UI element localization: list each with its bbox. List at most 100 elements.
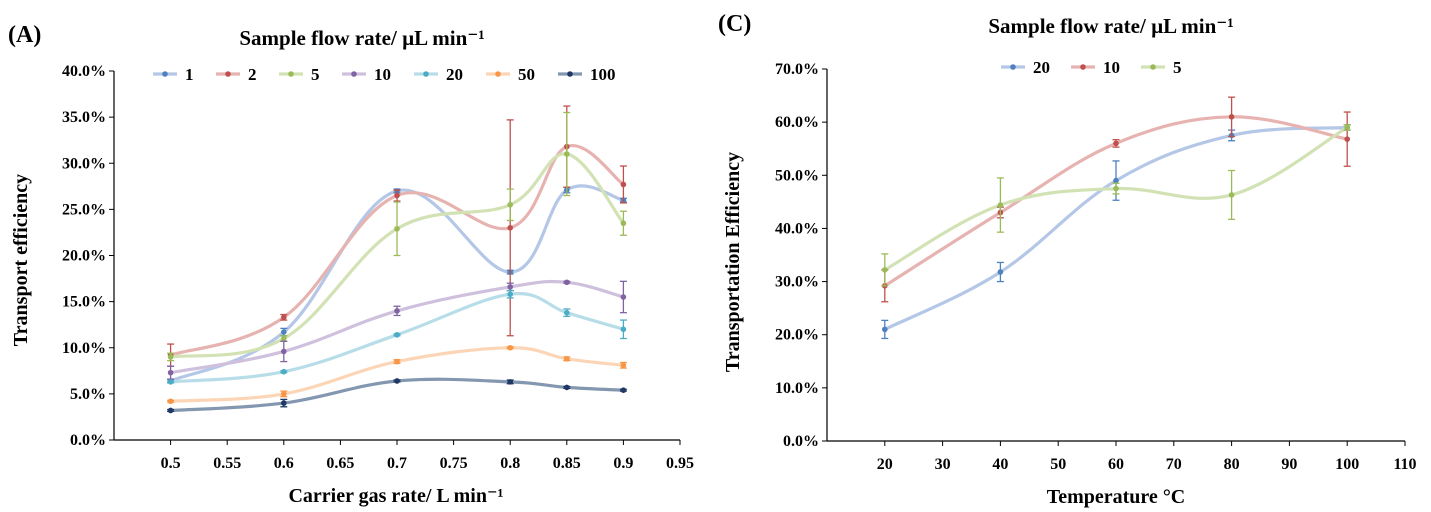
legend-item-1: 1 bbox=[153, 65, 194, 84]
data-point-2 bbox=[507, 225, 513, 231]
data-point-10 bbox=[507, 284, 513, 290]
data-point-5 bbox=[1113, 185, 1119, 192]
data-point-50 bbox=[281, 391, 287, 397]
y-tick-label: 5.0% bbox=[70, 386, 106, 403]
x-tick-label: 0.9 bbox=[613, 455, 633, 472]
data-point-10 bbox=[1113, 140, 1119, 147]
legend-marker bbox=[288, 71, 294, 77]
data-point-5 bbox=[1344, 124, 1350, 131]
data-point-100 bbox=[507, 379, 513, 385]
data-point-20 bbox=[167, 379, 174, 385]
data-point-10 bbox=[394, 308, 400, 314]
legend-item-50: 50 bbox=[486, 65, 535, 84]
panel-a-legend: 1 2 5 10 20 50 100 bbox=[153, 65, 616, 84]
legend-marker bbox=[495, 71, 501, 77]
legend-label: 50 bbox=[518, 65, 535, 84]
legend-marker bbox=[1150, 64, 1156, 70]
series-line-100 bbox=[169, 377, 625, 413]
y-tick-label: 10.0% bbox=[775, 380, 819, 397]
y-tick-label: 25.0% bbox=[62, 201, 106, 218]
panel-c-legend: 20 10 5 bbox=[1001, 58, 1182, 77]
data-point-5 bbox=[507, 201, 513, 208]
data-point-100 bbox=[620, 387, 627, 393]
y-tick-label: 40.0% bbox=[775, 220, 819, 237]
y-tick-label: 30.0% bbox=[775, 274, 819, 291]
data-point-50 bbox=[564, 356, 570, 362]
data-point-2 bbox=[620, 181, 627, 188]
data-point-10 bbox=[620, 294, 627, 300]
chart-panel-a: (A) Sample flow rate/ µL min⁻¹ Carrier g… bbox=[8, 22, 694, 507]
panel-a-label: (A) bbox=[8, 22, 41, 48]
x-tick-label: 0.8 bbox=[500, 455, 520, 472]
legend-label: 10 bbox=[1103, 58, 1120, 77]
legend-item-10: 10 bbox=[342, 65, 391, 84]
data-point-100 bbox=[167, 407, 174, 414]
legend-label: 5 bbox=[311, 65, 320, 84]
legend-label: 100 bbox=[590, 65, 616, 84]
data-point-5 bbox=[281, 335, 287, 342]
data-point-5 bbox=[620, 220, 627, 227]
panel-c-x-axis-title: Temperature °C bbox=[1047, 486, 1186, 508]
legend-marker bbox=[351, 71, 357, 77]
y-tick-label: 0.0% bbox=[783, 433, 819, 450]
panel-c-plot-area: 0.0% 10.0% 20.0% 30.0% 40.0% 50.0% 60.0% 70.0% 2… bbox=[775, 61, 1417, 473]
legend-label: 20 bbox=[1033, 58, 1050, 77]
y-tick-label: 20.0% bbox=[775, 327, 819, 344]
x-tick-label: 0.6 bbox=[274, 455, 294, 472]
x-tick-label: 0.85 bbox=[553, 455, 581, 472]
data-point-20 bbox=[281, 368, 287, 375]
panel-c-label: (C) bbox=[718, 11, 751, 37]
legend-marker bbox=[1010, 64, 1016, 70]
data-point-50 bbox=[167, 398, 174, 405]
data-point-10 bbox=[167, 369, 174, 376]
x-tick-label: 0.75 bbox=[440, 455, 468, 472]
data-point-10 bbox=[281, 348, 287, 355]
y-tick-label: 40.0% bbox=[62, 63, 106, 80]
panel-a-title: Sample flow rate/ µL min⁻¹ bbox=[239, 26, 484, 50]
data-point-50 bbox=[507, 344, 513, 351]
data-point-10 bbox=[1228, 114, 1235, 120]
series-line-50 bbox=[169, 346, 625, 403]
x-tick-label: 0.95 bbox=[666, 455, 694, 472]
x-tick-label: 90 bbox=[1281, 456, 1297, 473]
x-tick-label: 20 bbox=[877, 456, 893, 473]
data-point-5 bbox=[1228, 192, 1235, 198]
panel-c-title: Sample flow rate/ µL min⁻¹ bbox=[988, 14, 1233, 38]
data-point-5 bbox=[882, 267, 888, 273]
panel-a-x-axis-title: Carrier gas rate/ L min⁻¹ bbox=[288, 485, 503, 507]
legend-label: 20 bbox=[446, 65, 463, 84]
data-point-5 bbox=[997, 202, 1004, 208]
legend-label: 10 bbox=[374, 65, 391, 84]
data-point-5 bbox=[564, 151, 570, 157]
data-point-10 bbox=[564, 279, 570, 286]
x-tick-label: 60 bbox=[1108, 456, 1124, 473]
data-point-5 bbox=[394, 225, 400, 232]
y-tick-label: 60.0% bbox=[775, 114, 819, 131]
x-tick-label: 0.5 bbox=[161, 455, 181, 472]
x-tick-label: 0.7 bbox=[387, 455, 407, 472]
panel-a-y-axis-title: Transport efficiency bbox=[10, 174, 32, 346]
data-point-20 bbox=[507, 291, 513, 298]
y-tick-label: 10.0% bbox=[62, 340, 106, 357]
data-point-5 bbox=[167, 354, 174, 360]
y-tick-label: 30.0% bbox=[62, 155, 106, 172]
legend-item-5: 5 bbox=[279, 65, 320, 84]
data-point-20 bbox=[882, 326, 888, 333]
y-tick-label: 35.0% bbox=[62, 109, 106, 126]
data-point-100 bbox=[564, 384, 570, 391]
data-point-10 bbox=[1344, 136, 1350, 142]
x-tick-label: 80 bbox=[1224, 456, 1240, 473]
legend-item-20: 20 bbox=[1001, 58, 1050, 77]
data-point-2 bbox=[281, 314, 287, 321]
x-tick-label: 50 bbox=[1050, 456, 1066, 473]
x-tick-label: 70 bbox=[1166, 456, 1182, 473]
data-point-20 bbox=[394, 332, 400, 338]
panel-a-plot-area: 0.0% 5.0% 10.0% 15.0% 20.0% 25.0% 30.0% 35.0% 40… bbox=[62, 63, 694, 472]
legend-label: 5 bbox=[1173, 58, 1182, 77]
legend-label: 1 bbox=[185, 65, 194, 84]
data-point-20 bbox=[997, 269, 1004, 275]
legend-marker bbox=[162, 71, 168, 77]
data-point-20 bbox=[620, 326, 627, 333]
y-tick-label: 15.0% bbox=[62, 294, 106, 311]
